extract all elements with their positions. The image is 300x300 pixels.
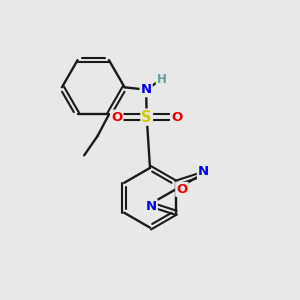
Text: O: O xyxy=(171,111,182,124)
Text: O: O xyxy=(111,111,122,124)
Text: N: N xyxy=(141,83,152,96)
Text: N: N xyxy=(198,166,209,178)
Text: H: H xyxy=(157,73,166,86)
Text: N: N xyxy=(146,200,157,213)
Text: S: S xyxy=(142,110,152,125)
Text: O: O xyxy=(176,183,188,196)
